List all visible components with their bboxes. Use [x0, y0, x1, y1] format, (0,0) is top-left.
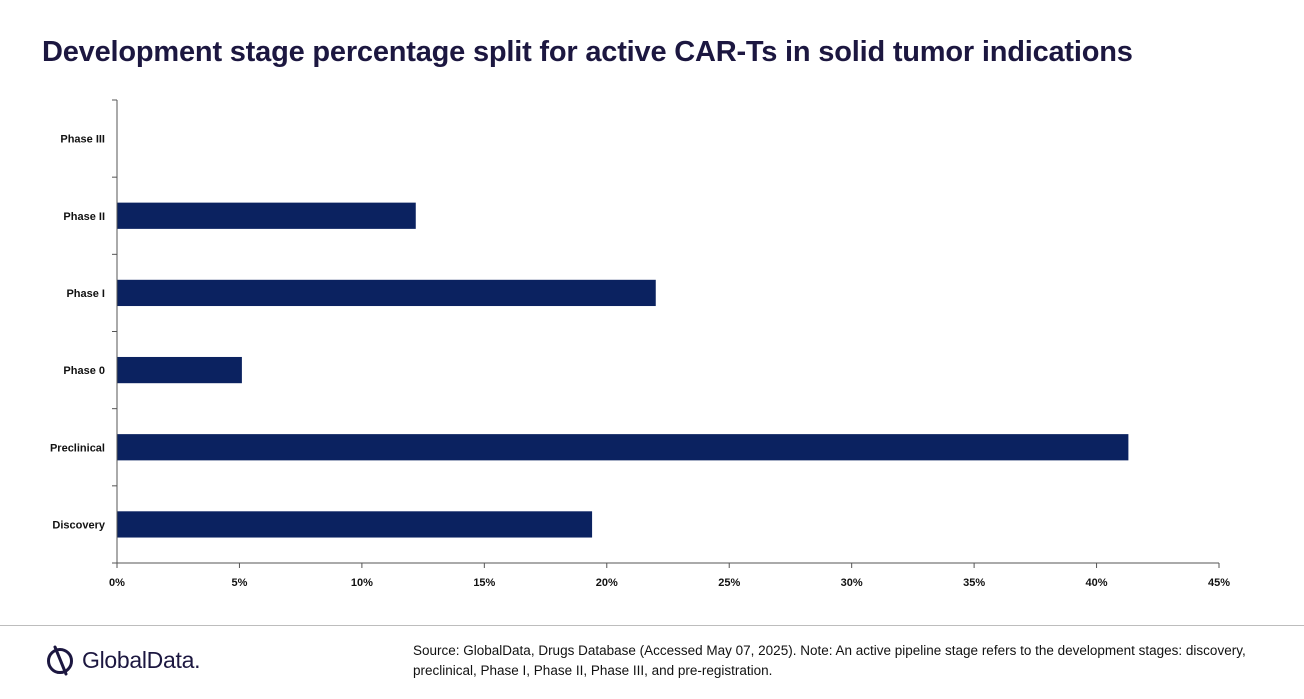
x-tick-label: 35%: [963, 577, 985, 589]
category-label: Phase II: [63, 211, 105, 223]
category-label: Discovery: [52, 519, 105, 531]
globaldata-logo-icon: [47, 645, 73, 676]
bar-chart: Phase III Phase II Phase I Phase 0 Preclinic…: [50, 99, 1230, 589]
x-tick-label: 20%: [596, 577, 618, 589]
bar-phase-ii: [117, 202, 416, 229]
x-tick-label: 10%: [351, 577, 373, 589]
category-label: Phase I: [66, 288, 105, 300]
globaldata-logo: GlobalData.: [46, 644, 200, 676]
bar-preclinical: [117, 434, 1129, 461]
category-label: Preclinical: [50, 442, 105, 454]
x-tick-label: 15%: [473, 577, 495, 589]
bar-phase-0: [117, 356, 242, 384]
x-tick-label: 0%: [109, 577, 125, 589]
bar-phase-i: [117, 279, 656, 307]
chart-title: Development stage percentage split for a…: [42, 36, 1133, 68]
category-label: Phase 0: [63, 365, 105, 377]
footer-divider: [0, 625, 1304, 626]
x-tick-label: 25%: [718, 577, 740, 589]
x-tick-label: 40%: [1086, 577, 1108, 589]
x-tick-label: 30%: [841, 577, 863, 589]
source-note: Source: GlobalData, Drugs Database (Acce…: [413, 643, 1246, 678]
logo-text: GlobalData.: [82, 646, 201, 673]
category-label: Phase III: [60, 134, 105, 146]
x-tick-label: 45%: [1208, 577, 1230, 589]
bar-discovery: [117, 511, 593, 538]
x-tick-label: 5%: [231, 577, 247, 589]
